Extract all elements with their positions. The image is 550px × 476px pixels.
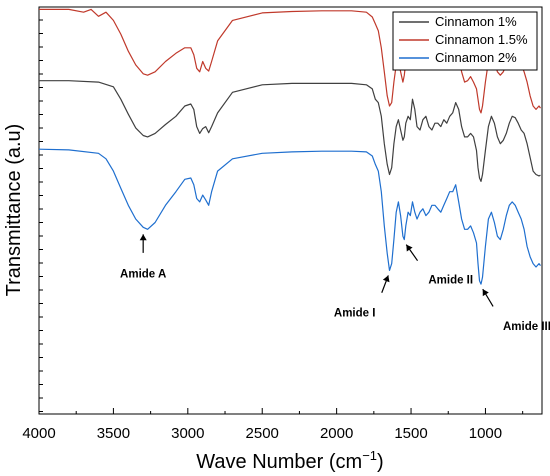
plot-frame (38, 6, 543, 415)
x-tick-label: 1500 (394, 425, 427, 442)
series-line-3 (38, 148, 541, 285)
x-tick-label: 2000 (320, 425, 353, 442)
annotation-label: Amide II (428, 275, 473, 287)
y-axis-title: Transmittance (a.u) (3, 124, 25, 297)
annotation-label: Amide III (503, 321, 550, 333)
x-tick-label: 3500 (97, 425, 130, 442)
legend-label-1: Cinnamon 1% (435, 14, 517, 29)
x-tick-label: 3000 (171, 425, 204, 442)
annotation-label: Amide A (120, 268, 166, 280)
series-line-1 (39, 80, 541, 182)
x-tick-label: 2500 (246, 425, 279, 442)
y-axis-ticks (39, 19, 43, 412)
legend-label-2: Cinnamon 1.5% (435, 32, 528, 47)
annotation-layer: Amide A Amide I Amide II Amide III (120, 234, 550, 333)
x-tick-label: 1000 (469, 425, 502, 442)
x-axis-title: Wave Number (cm−1) (196, 448, 383, 473)
x-tick-label: 4000 (22, 425, 55, 442)
legend-label-3: Cinnamon 2% (435, 50, 517, 65)
annotation-arrowhead (382, 275, 390, 283)
x-axis-ticks: 4000 3500 3000 2500 2000 1500 1000 (22, 408, 524, 442)
annotation-arrowhead (482, 289, 489, 297)
annotation-arrowhead (139, 234, 147, 241)
legend: Cinnamon 1% Cinnamon 1.5% Cinnamon 2% (392, 11, 538, 71)
annotation-label: Amide I (334, 307, 376, 319)
annotation-arrowhead (406, 244, 413, 252)
